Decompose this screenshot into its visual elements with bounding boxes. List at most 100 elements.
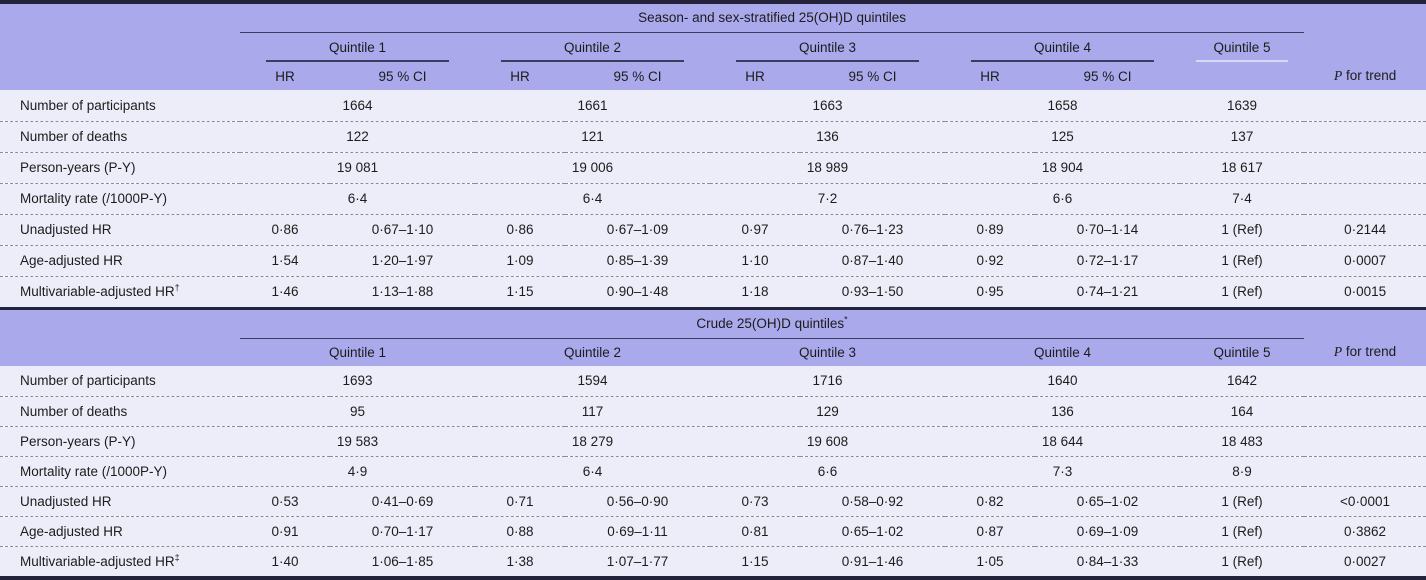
table2-quintile-header-row: Quintile 1 Quintile 2 Quintile 3 Quintil… [0, 338, 1426, 366]
value-cell: 136 [710, 121, 945, 153]
value-cell: 19 583 [240, 426, 475, 457]
row-number-of-participants: Number of participants 1664 1661 1663 16… [0, 90, 1426, 122]
row-unadjusted-hr: Unadjusted HR 0·86 0·67–1·10 0·86 0·67–1… [0, 214, 1426, 246]
empty-p-cell [1304, 396, 1426, 427]
row-label: Number of participants [0, 366, 240, 397]
reference-cell: 1 (Ref) [1180, 546, 1305, 576]
value-cell: 1658 [945, 90, 1180, 122]
value-cell: 18 989 [710, 152, 945, 184]
table-top-border [0, 0, 1426, 4]
spacer-cell [1304, 310, 1426, 338]
row-mortality-rate: Mortality rate (/1000P-Y) 6·4 6·4 7·2 6·… [0, 183, 1426, 215]
value-cell: 137 [1180, 121, 1305, 153]
hr-cell: 1·18 [710, 276, 800, 307]
ci-cell: 0·65–1·02 [800, 516, 945, 547]
empty-p-cell [1304, 183, 1426, 215]
spacer-cell [1304, 4, 1426, 32]
value-cell: 6·6 [710, 456, 945, 487]
empty-p-cell [1304, 121, 1426, 153]
ci-cell: 0·70–1·14 [1035, 214, 1180, 246]
ci-cell: 0·56–0·90 [565, 486, 710, 517]
row-number-of-deaths: Number of deaths 95 117 129 136 164 [0, 396, 1426, 427]
value-cell: 1640 [945, 366, 1180, 397]
empty-p-cell [1304, 90, 1426, 122]
hr-cell: 0·92 [945, 245, 1035, 277]
hr-cell: 1·15 [475, 276, 565, 307]
hr-cell: 0·88 [475, 516, 565, 547]
p-value-cell: 0·0015 [1304, 276, 1426, 307]
ci-cell: 0·90–1·48 [565, 276, 710, 307]
row-label: Number of participants [0, 90, 240, 122]
value-cell: 164 [1180, 396, 1305, 427]
reference-cell: 1 (Ref) [1180, 245, 1305, 277]
value-cell: 19 081 [240, 152, 475, 184]
empty-p-cell [1304, 426, 1426, 457]
p-for-trend-header: P for trend [1304, 62, 1426, 90]
ci-cell: 0·69–1·09 [1035, 516, 1180, 547]
spacer-cell [0, 32, 240, 62]
table1-quintile-header-row: Quintile 1 Quintile 2 Quintile 3 Quintil… [0, 32, 1426, 62]
ci-cell: 0·91–1·46 [800, 546, 945, 576]
row-age-adjusted-hr: Age-adjusted HR 1·54 1·20–1·97 1·09 0·85… [0, 245, 1426, 277]
value-cell: 18 279 [475, 426, 710, 457]
spacer-cell [0, 62, 240, 90]
value-cell: 19 608 [710, 426, 945, 457]
hr-cell: 0·53 [240, 486, 330, 517]
ci-cell: 0·58–0·92 [800, 486, 945, 517]
empty-p-cell [1304, 456, 1426, 487]
ci-cell: 1·13–1·88 [330, 276, 475, 307]
hr-cell: 1·46 [240, 276, 330, 307]
value-cell: 6·4 [475, 183, 710, 215]
empty-p-cell [1304, 366, 1426, 397]
reference-cell: 1 (Ref) [1180, 214, 1305, 246]
ci-cell: 0·93–1·50 [800, 276, 945, 307]
p-value-cell: <0·0001 [1304, 486, 1426, 517]
spacer-cell [0, 4, 240, 32]
ci-column-header-q3: 95 % CI [800, 62, 945, 90]
spacer-cell [0, 338, 240, 366]
hr-cell: 0·86 [475, 214, 565, 246]
hr-cell: 0·91 [240, 516, 330, 547]
quintile-2-header: Quintile 2 [475, 32, 710, 62]
spacer-cell [1304, 32, 1426, 62]
value-cell: 1716 [710, 366, 945, 397]
row-label: Unadjusted HR [0, 486, 240, 517]
quintile-4-header: Quintile 4 [945, 338, 1180, 366]
hr-cell: 1·38 [475, 546, 565, 576]
hr-cell: 0·81 [710, 516, 800, 547]
p-value-cell: 0·0007 [1304, 245, 1426, 277]
quintile-1-header: Quintile 1 [240, 32, 475, 62]
ci-cell: 0·74–1·21 [1035, 276, 1180, 307]
hr-column-header-q1: HR [240, 62, 330, 90]
double-dagger-footnote-marker: ‡ [174, 552, 180, 563]
value-cell: 1642 [1180, 366, 1305, 397]
ci-cell: 1·20–1·97 [330, 245, 475, 277]
value-cell: 1664 [240, 90, 475, 122]
value-cell: 18 617 [1180, 152, 1305, 184]
ci-column-header-q1: 95 % CI [330, 62, 475, 90]
p-value-cell: 0·0027 [1304, 546, 1426, 576]
hr-cell: 0·82 [945, 486, 1035, 517]
hr-cell: 1·05 [945, 546, 1035, 576]
reference-cell: 1 (Ref) [1180, 486, 1305, 517]
ci-cell: 0·67–1·10 [330, 214, 475, 246]
hr-cell: 1·10 [710, 245, 800, 277]
hr-cell: 0·87 [945, 516, 1035, 547]
p-for-trend-header: P for trend [1304, 338, 1426, 366]
value-cell: 1639 [1180, 90, 1305, 122]
ci-column-header-q2: 95 % CI [565, 62, 710, 90]
ci-cell: 0·87–1·40 [800, 245, 945, 277]
value-cell: 125 [945, 121, 1180, 153]
value-cell: 136 [945, 396, 1180, 427]
table2-title: Crude 25(OH)D quintiles* [240, 310, 1305, 339]
hr-column-header-q2: HR [475, 62, 565, 90]
spacer-cell [1180, 62, 1305, 90]
hr-column-header-q4: HR [945, 62, 1035, 90]
p-value-cell: 0·3862 [1304, 516, 1426, 547]
reference-cell: 1 (Ref) [1180, 276, 1305, 307]
value-cell: 19 006 [475, 152, 710, 184]
row-label: Person-years (P-Y) [0, 426, 240, 457]
asterisk-footnote-marker: * [844, 314, 848, 325]
table1-title-text: Season- and sex-stratified 25(OH)D quint… [638, 10, 906, 26]
